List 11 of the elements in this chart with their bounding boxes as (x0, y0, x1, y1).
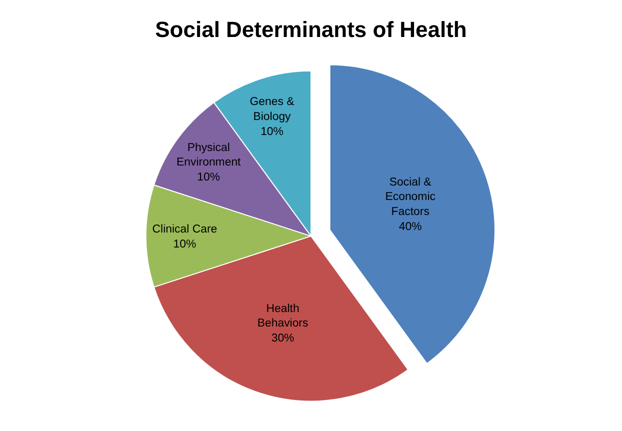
data-label: 40% (398, 220, 422, 233)
slice-label: Physical Environment (176, 142, 242, 169)
data-label: 10% (197, 172, 220, 184)
data-label: 10% (173, 238, 196, 250)
slice-label: Social & Economic Factors (385, 176, 436, 218)
slice-label: Clinical Care (152, 223, 218, 236)
data-label: 10% (260, 126, 284, 138)
chart-title: Social Determinants of Health (155, 16, 467, 42)
data-label: 30% (271, 332, 294, 345)
slice-label: Health Behaviors (257, 302, 308, 330)
slice-label: Genes & Biology (250, 96, 295, 123)
